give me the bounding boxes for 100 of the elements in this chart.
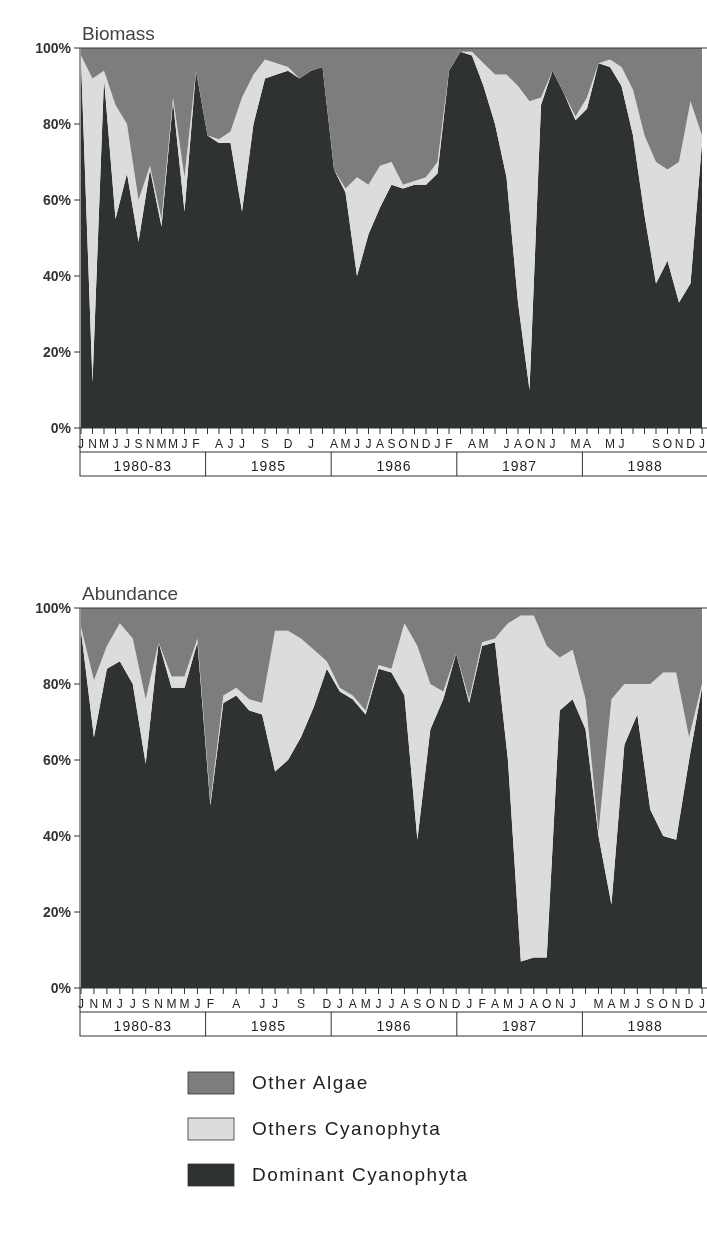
x-tick-label: M [360, 997, 371, 1011]
x-tick-label: M [478, 437, 489, 451]
x-tick-label: D [283, 437, 293, 451]
x-tick-label: J [699, 997, 705, 1011]
x-tick-label: A [467, 437, 477, 451]
x-tick-label: J [503, 437, 510, 451]
x-tick-label: M [168, 437, 178, 451]
x-tick-label: J [78, 997, 84, 1011]
x-tick-label: M [502, 997, 513, 1011]
text: 1986 [376, 458, 412, 474]
y-tick-label: 60% [42, 192, 72, 208]
x-tick-label: J [549, 437, 556, 451]
x-tick-label: N [89, 997, 99, 1011]
x-tick-label: S [646, 997, 655, 1011]
x-tick-label: O [658, 997, 668, 1011]
x-tick-label: A [232, 997, 241, 1011]
x-tick-label: D [322, 997, 332, 1011]
text: 1988 [627, 1018, 663, 1034]
x-tick-label: A [513, 437, 523, 451]
x-tick-label: M [179, 997, 190, 1011]
x-tick-label: A [490, 997, 500, 1011]
x-tick-label: J [354, 437, 360, 451]
x-tick-label: O [398, 437, 408, 451]
x-tick-label: O [524, 437, 535, 451]
x-tick-label: A [214, 437, 224, 451]
x-tick-label: J [434, 437, 441, 451]
x-tick-label: A [375, 437, 385, 451]
text: 1986 [376, 1018, 412, 1034]
y-tick-label: 100% [35, 600, 72, 616]
x-tick-label: J [308, 437, 314, 451]
y-tick-label: 80% [42, 676, 72, 692]
y-tick-label: 40% [42, 268, 72, 284]
x-tick-label: J [375, 997, 382, 1011]
y-tick-label: 80% [42, 116, 72, 132]
x-tick-label: J [116, 997, 123, 1011]
x-tick-label: M [593, 997, 604, 1011]
chart-title: Biomass [82, 23, 155, 44]
x-tick-label: F [445, 437, 453, 451]
x-tick-label: J [194, 997, 201, 1011]
x-tick-label: D [451, 997, 461, 1011]
x-tick-label: M [570, 437, 581, 451]
x-tick-label: J [129, 997, 136, 1011]
x-tick-label: M [156, 437, 167, 451]
x-tick-label: S [296, 997, 305, 1011]
y-tick-label: 20% [42, 344, 72, 360]
text: 1987 [502, 1018, 538, 1034]
x-tick-label: J [365, 437, 372, 451]
x-tick-label: N [536, 437, 546, 451]
x-tick-label: J [336, 997, 343, 1011]
text: 1985 [250, 1018, 286, 1034]
x-tick-label: M [619, 997, 630, 1011]
x-tick-label: J [618, 437, 625, 451]
x-tick-label: M [605, 437, 615, 451]
x-tick-label: S [134, 437, 143, 451]
x-tick-label: O [425, 997, 435, 1011]
x-tick-label: A [400, 997, 409, 1011]
y-tick-label: 60% [42, 752, 72, 768]
text: 1980-83 [113, 458, 172, 474]
x-tick-label: S [387, 437, 396, 451]
legend-label: Other Algae [252, 1072, 369, 1093]
x-tick-label: M [166, 997, 177, 1011]
x-tick-label: A [348, 997, 357, 1011]
x-tick-label: N [671, 997, 681, 1011]
x-tick-label: O [542, 997, 552, 1011]
x-tick-label: J [181, 437, 188, 451]
y-tick-label: 0% [50, 980, 72, 996]
x-tick-label: J [124, 437, 130, 451]
text: 1987 [502, 458, 538, 474]
x-tick-label: N [438, 997, 448, 1011]
chart-title: Abundance [82, 583, 179, 604]
x-tick-label: J [517, 997, 524, 1011]
x-tick-label: J [227, 437, 234, 451]
x-tick-label: A [607, 997, 616, 1011]
x-tick-label: J [272, 997, 279, 1011]
x-tick-label: J [569, 997, 576, 1011]
x-tick-label: J [112, 437, 119, 451]
x-tick-label: A [329, 437, 339, 451]
legend-label: Dominant Cyanophyta [252, 1164, 469, 1185]
x-tick-label: M [99, 437, 109, 451]
x-tick-label: J [699, 437, 705, 451]
x-tick-label: N [88, 437, 97, 451]
x-tick-label: N [145, 437, 155, 451]
x-tick-label: J [78, 437, 84, 451]
x-tick-label: D [686, 437, 696, 451]
x-tick-label: S [260, 437, 270, 451]
x-tick-label: J [259, 997, 266, 1011]
y-tick-label: 20% [42, 904, 72, 920]
y-tick-label: 100% [35, 40, 72, 56]
x-tick-label: A [582, 437, 592, 451]
x-tick-label: F [206, 997, 215, 1011]
x-tick-label: N [410, 437, 419, 451]
text: 1988 [627, 458, 663, 474]
x-tick-label: S [413, 997, 422, 1011]
legend-label: Others Cyanophyta [252, 1118, 442, 1139]
y-tick-label: 40% [42, 828, 72, 844]
x-tick-label: J [388, 997, 395, 1011]
y-tick-label: 0% [50, 420, 72, 436]
x-tick-label: M [101, 997, 112, 1011]
x-tick-label: J [466, 997, 473, 1011]
x-tick-label: O [662, 437, 673, 451]
